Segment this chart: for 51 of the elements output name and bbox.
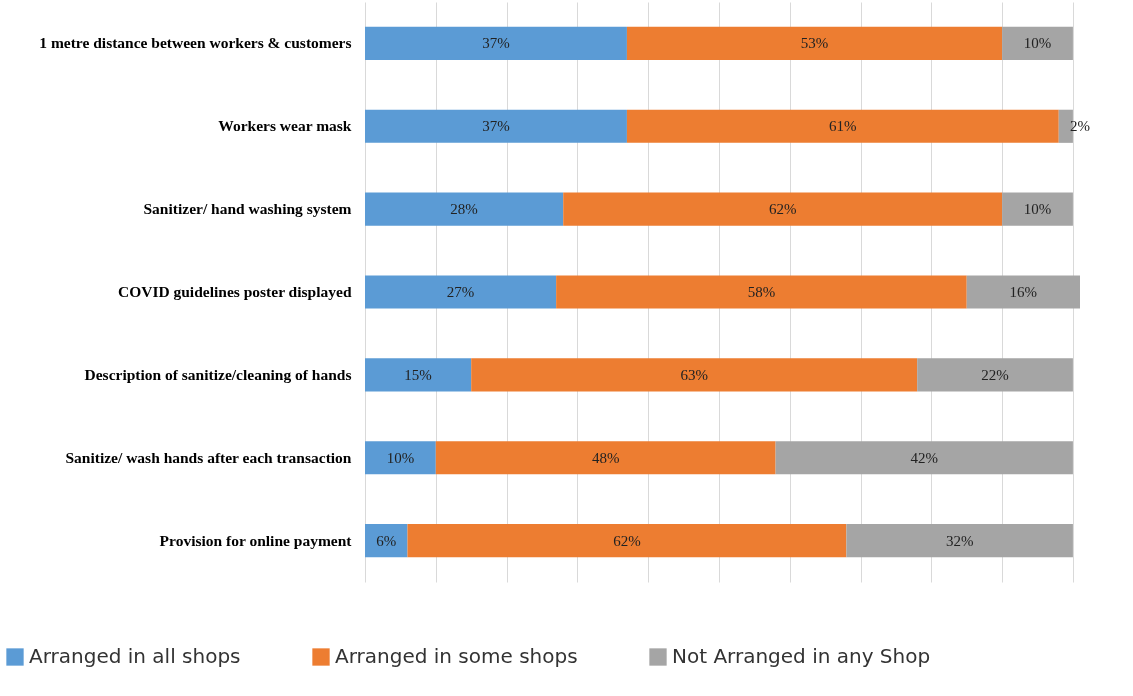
bar xyxy=(775,441,1073,475)
data-label: 22% xyxy=(981,366,1009,383)
bar xyxy=(563,192,1003,226)
bar xyxy=(365,109,627,143)
bar xyxy=(471,358,918,392)
data-label: 37% xyxy=(482,118,510,135)
data-label: 27% xyxy=(446,284,475,300)
bar xyxy=(365,441,436,475)
data-label: 28% xyxy=(450,201,478,218)
data-label: 42% xyxy=(910,449,939,466)
data-label: 10% xyxy=(386,449,415,466)
y-tick-label: Workers wear mask xyxy=(218,117,352,135)
y-tick-label: Sanitize/ wash hands after each transaction xyxy=(65,448,352,466)
data-label: 32% xyxy=(945,532,974,549)
legend-label: Arranged in some shops xyxy=(335,644,578,668)
bar xyxy=(1002,26,1073,60)
y-tick-label: 1 metre distance between workers & customers xyxy=(39,34,352,52)
bar xyxy=(365,192,564,226)
y-tick-label: Provision for online payment xyxy=(159,531,353,549)
legend-label: Arranged in all shops xyxy=(29,644,241,668)
data-label: 48% xyxy=(591,449,620,466)
data-label: 16% xyxy=(1009,284,1038,300)
y-tick-label: COVID guidelines poster displayed xyxy=(117,283,352,300)
data-label: 61% xyxy=(829,118,857,135)
bar xyxy=(365,26,627,60)
y-tick-label: Sanitizer/ hand washing system xyxy=(143,200,352,218)
data-label: 10% xyxy=(1023,35,1052,52)
bar xyxy=(917,358,1073,392)
bar xyxy=(435,441,776,475)
data-label: 10% xyxy=(1023,201,1052,218)
data-label: 62% xyxy=(613,532,641,549)
bar xyxy=(966,275,1080,309)
data-label: 2% xyxy=(1070,118,1090,135)
legend-label: Not Arranged in any Shop xyxy=(672,644,931,668)
data-label: 58% xyxy=(747,284,776,300)
bar xyxy=(556,275,967,309)
bar xyxy=(626,109,1059,143)
bar xyxy=(365,524,408,558)
data-label: 63% xyxy=(680,366,708,383)
data-label: 62% xyxy=(768,201,797,218)
bar xyxy=(407,524,847,558)
bar xyxy=(846,524,1073,558)
bar xyxy=(1002,192,1073,226)
data-label: 53% xyxy=(800,35,829,52)
data-label: 15% xyxy=(404,366,432,383)
y-tick-label: Description of sanitize/cleaning of hands xyxy=(84,365,352,383)
data-label: 6% xyxy=(376,532,397,549)
bar xyxy=(365,358,472,392)
bar xyxy=(626,26,1003,60)
bar xyxy=(365,275,557,309)
data-label: 37% xyxy=(482,35,510,52)
